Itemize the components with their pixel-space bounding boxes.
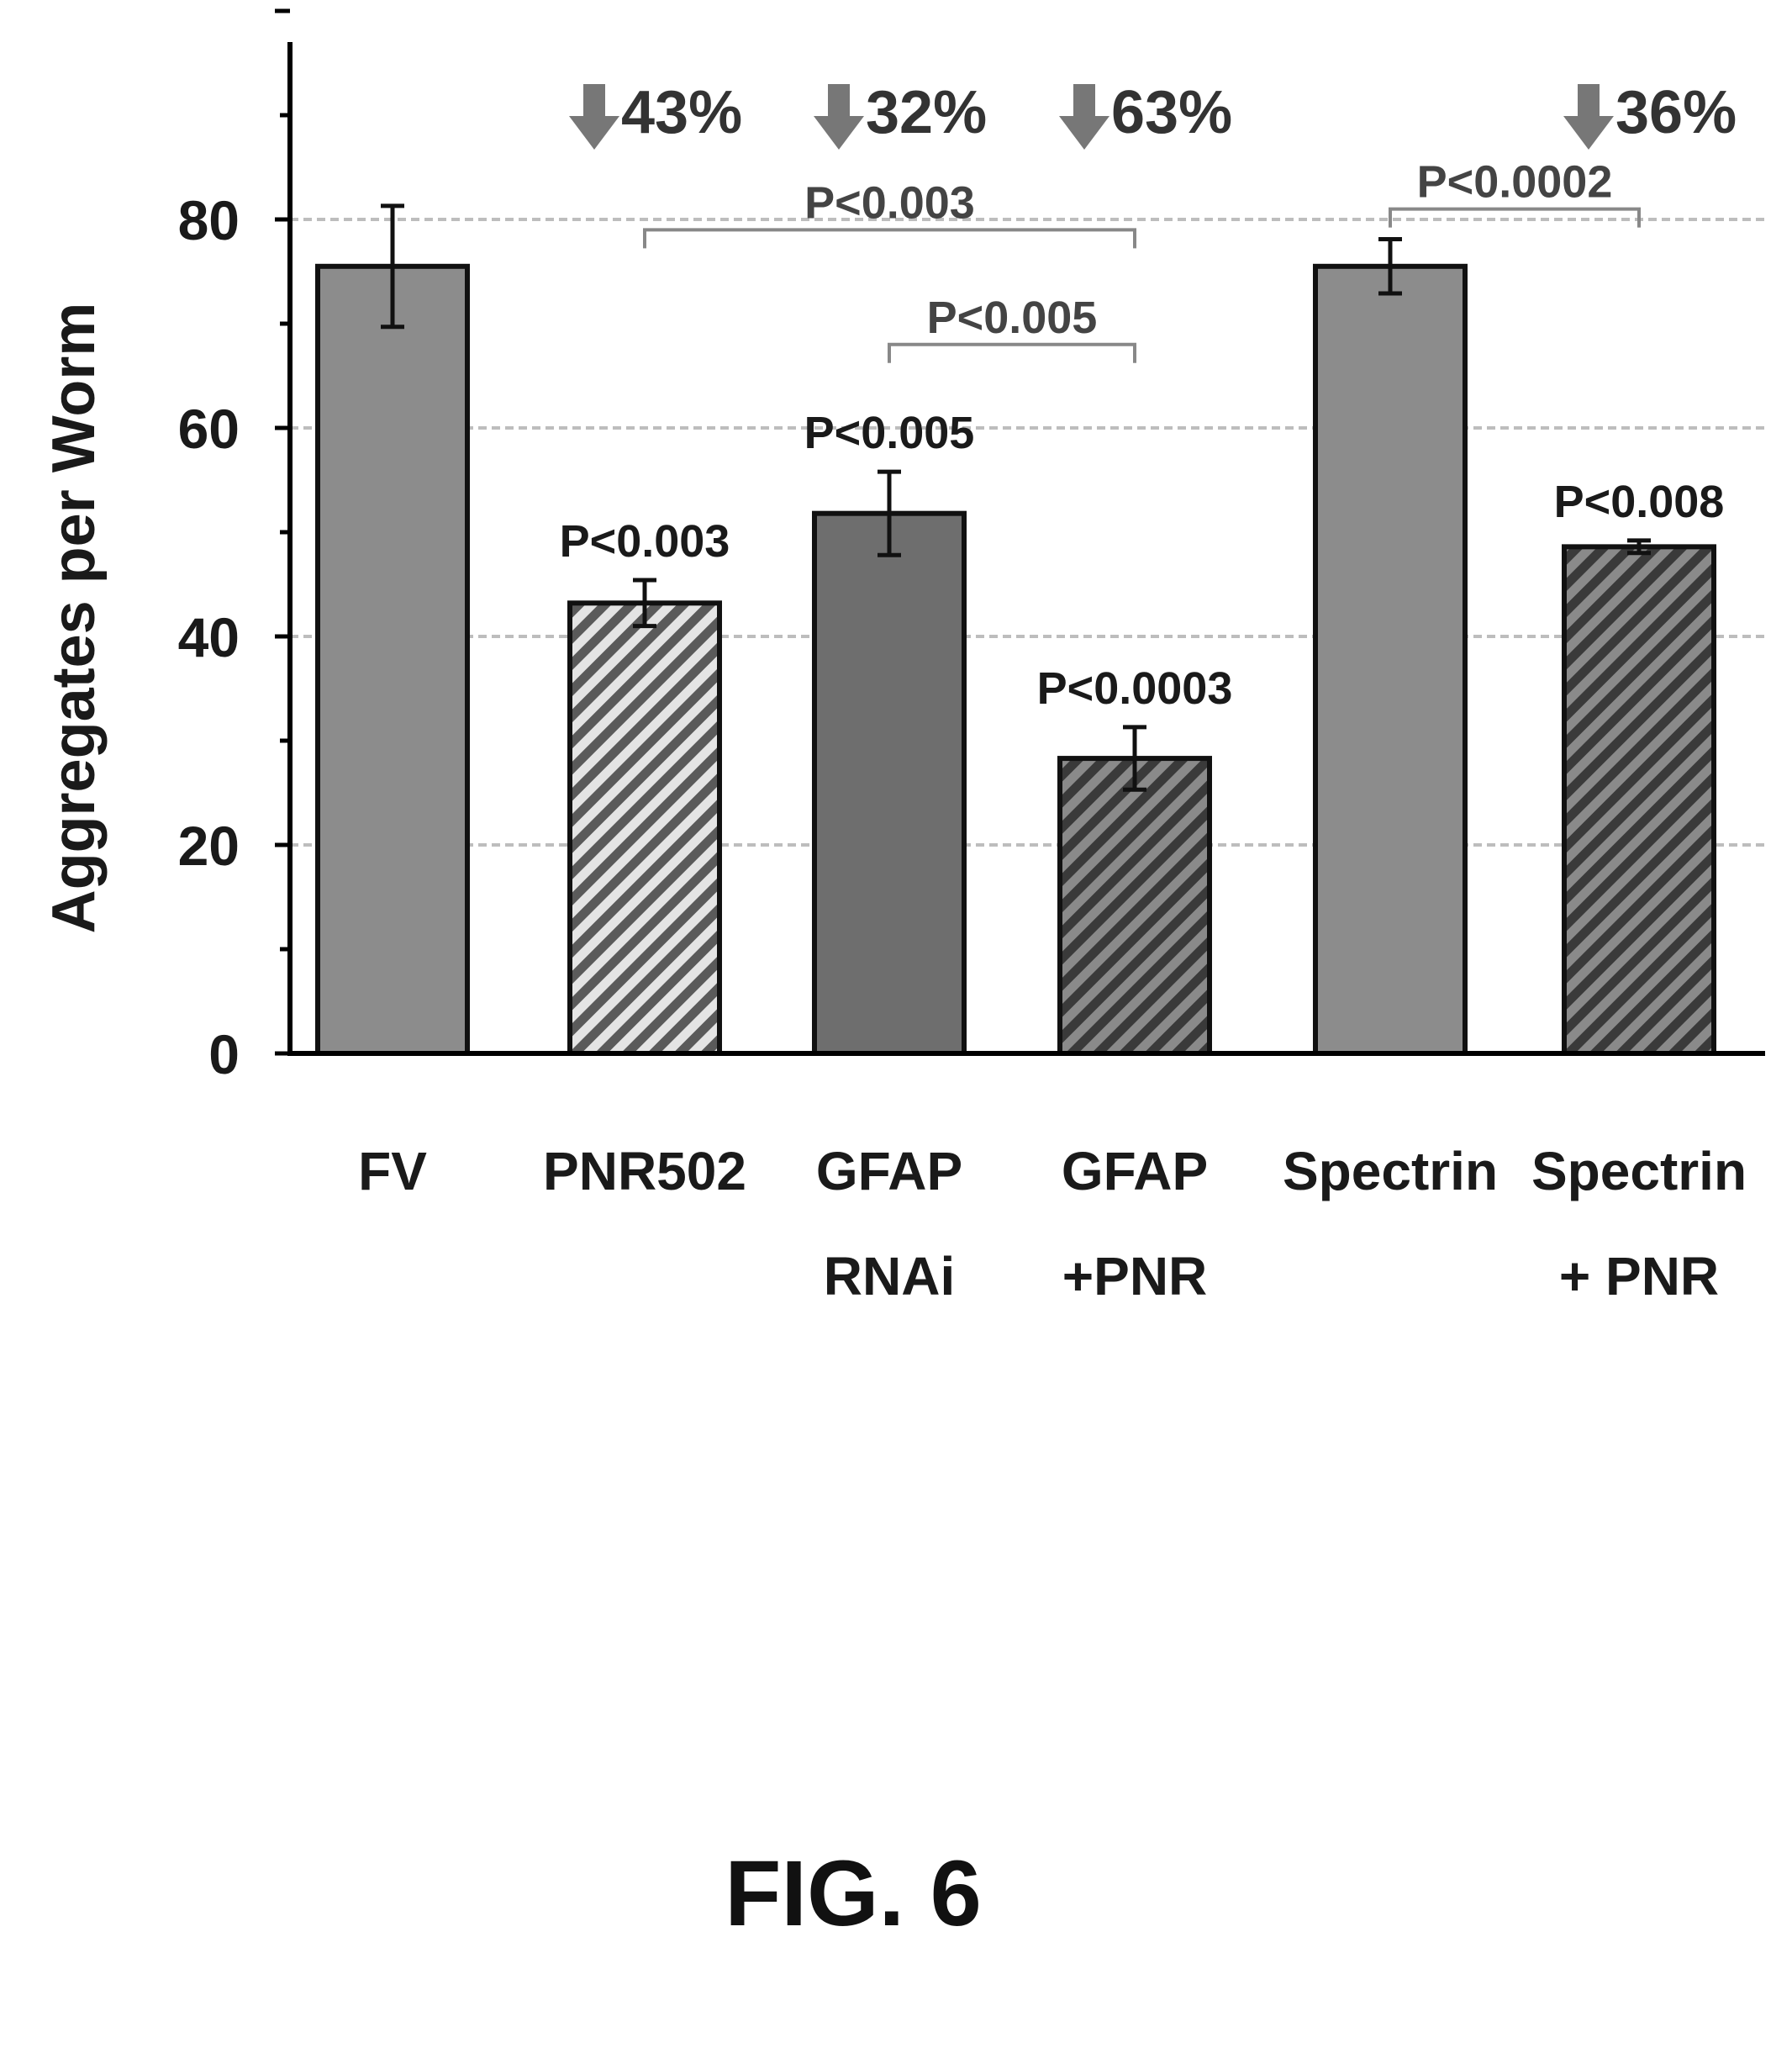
data-label: P<0.008 xyxy=(1554,477,1725,527)
down-arrow-icon xyxy=(1563,84,1614,150)
reduction-label: 36% xyxy=(1615,79,1737,146)
x-tick-label: + PNR xyxy=(1559,1246,1719,1306)
y-tick-label: 0 xyxy=(208,1023,240,1085)
data-label: P<0.005 xyxy=(804,408,975,458)
bar xyxy=(1562,544,1716,1056)
down-arrow-icon xyxy=(569,84,619,150)
significance-bracket xyxy=(1389,207,1641,228)
annotations: FV PNR502 P<0.003 43% GFAP RNAi P<0.005 32% GFAP… xyxy=(358,79,1747,1306)
gridlines xyxy=(290,218,1765,847)
x-tick-label: +PNR xyxy=(1062,1246,1208,1306)
down-arrow-icon xyxy=(1059,84,1109,150)
y-tick-label: 60 xyxy=(178,398,240,460)
x-tick-label: GFAP xyxy=(1062,1141,1208,1201)
significance-bracket xyxy=(643,228,1136,249)
y-tick-label: 40 xyxy=(178,606,240,668)
y-tick-label: 20 xyxy=(178,815,240,877)
bar xyxy=(567,600,722,1056)
x-tick-label: RNAi xyxy=(824,1246,955,1306)
y-axis-label: Aggregates per Worm xyxy=(40,303,108,934)
x-tick-label: PNR502 xyxy=(543,1141,746,1201)
down-arrow-icon xyxy=(814,84,864,150)
figure-label: FIG. 6 xyxy=(725,1842,982,1945)
data-label: P<0.003 xyxy=(560,516,730,567)
bracket-label: P<0.0002 xyxy=(1417,157,1613,208)
x-tick-label: Spectrin xyxy=(1283,1141,1498,1201)
reduction-label: 32% xyxy=(866,79,987,146)
y-tick-label: 80 xyxy=(178,189,240,251)
reduction-label: 63% xyxy=(1111,79,1232,146)
significance-bracket xyxy=(888,342,1136,363)
bars xyxy=(315,203,1716,1057)
data-label: P<0.0003 xyxy=(1037,663,1233,714)
x-tick-label: FV xyxy=(358,1141,427,1201)
bracket-label: P<0.003 xyxy=(804,177,975,228)
bar xyxy=(1313,263,1468,1056)
x-tick-label: GFAP xyxy=(816,1141,962,1201)
bar xyxy=(812,510,967,1056)
axes: 0 20 40 60 80 xyxy=(178,8,1765,1085)
reduction-label: 43% xyxy=(621,79,742,146)
x-tick-label: Spectrin xyxy=(1531,1141,1747,1201)
bar xyxy=(315,263,470,1056)
bar xyxy=(1057,756,1212,1057)
bracket-label: P<0.005 xyxy=(927,293,1098,343)
